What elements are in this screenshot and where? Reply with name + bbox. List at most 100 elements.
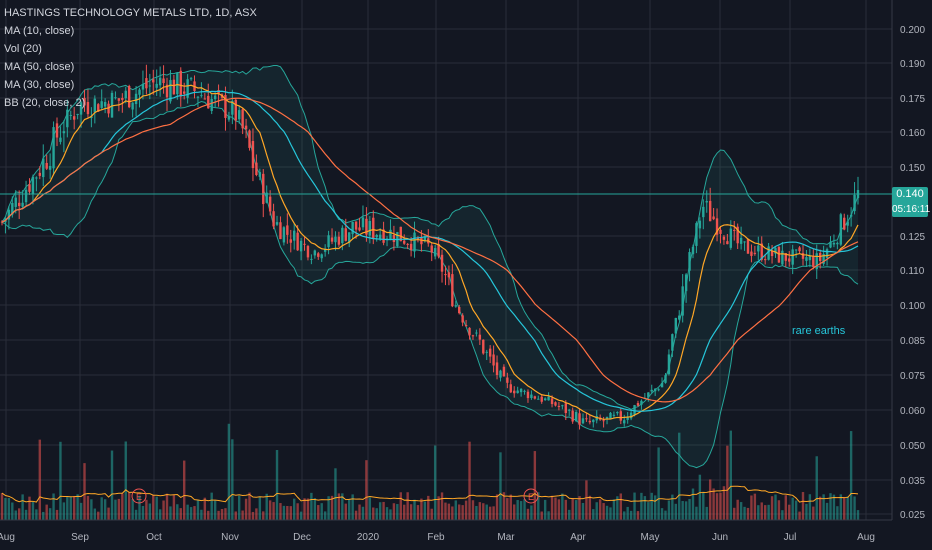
candle-body: [733, 229, 736, 231]
volume-bar: [726, 445, 729, 520]
volume-bar: [598, 499, 602, 520]
volume-bar: [482, 503, 485, 520]
volume-bar: [513, 504, 516, 520]
volume-bar: [461, 505, 464, 520]
candle-body: [323, 248, 327, 252]
volume-bar: [533, 451, 537, 520]
candle-body: [702, 206, 705, 218]
volume-bar: [234, 511, 237, 520]
candle-body: [83, 97, 86, 106]
candle-body: [389, 229, 392, 240]
candle-body: [437, 244, 440, 257]
volume-bar: [781, 510, 784, 520]
volume-bar: [829, 493, 832, 520]
legend-symbol[interactable]: HASTINGS TECHNOLOGY METALS LTD, 1D, ASX: [4, 7, 257, 19]
candle-body: [35, 177, 38, 179]
volume-bar: [519, 501, 523, 520]
candle-body: [310, 258, 313, 260]
volume-bar: [801, 492, 805, 520]
candle-body: [499, 370, 502, 378]
price-axis[interactable]: 0.025 0.035 0.050 0.060 0.075 0.085 0.100 0.110…: [891, 0, 925, 521]
candle-body: [55, 123, 59, 138]
candle-body: [344, 228, 347, 241]
time-tick-label: May: [641, 532, 660, 543]
candle-body: [378, 234, 382, 239]
candle-body: [712, 216, 715, 220]
time-axis[interactable]: Aug Sep Oct Nov Dec 2020 Feb Mar Apr May Jun Jul Aug: [0, 519, 892, 543]
price-tick-label: 0.160: [900, 128, 925, 139]
candle-body: [244, 125, 248, 130]
legend-vol[interactable]: Vol (20): [4, 43, 42, 55]
candle-body: [736, 226, 739, 244]
time-tick-label: Sep: [71, 532, 89, 543]
candle-body: [495, 362, 499, 376]
candle-body: [447, 272, 451, 278]
candle-body: [554, 402, 557, 406]
candle-body: [430, 245, 433, 253]
candle-body: [708, 200, 712, 222]
volume-bar: [413, 499, 416, 520]
candle-body: [134, 93, 138, 105]
volume-bar: [475, 505, 478, 520]
volume-bar: [344, 503, 347, 520]
volume-bar: [354, 510, 358, 520]
volume-bar: [272, 502, 275, 520]
volume-bar: [327, 496, 330, 520]
volume-bar: [626, 506, 629, 520]
volume-bar: [468, 441, 471, 520]
candle-body: [825, 249, 829, 258]
volume-bar: [148, 503, 152, 520]
volume-bar: [152, 495, 155, 520]
time-tick-label: 2020: [357, 532, 380, 543]
candle-body: [69, 114, 72, 116]
volume-bar: [38, 439, 42, 520]
candle-body: [650, 389, 653, 392]
volume-bar: [69, 496, 72, 520]
volume-bar: [653, 495, 657, 520]
volume-bar: [557, 499, 561, 520]
candle-body: [836, 242, 839, 245]
volume-bar: [822, 494, 825, 520]
ma10-line: [1, 83, 859, 421]
price-tick-label: 0.150: [900, 163, 925, 174]
legend-ma10[interactable]: MA (10, close): [4, 25, 75, 37]
volume-bar: [805, 503, 808, 520]
volume-bar: [746, 507, 750, 520]
legend-ma50[interactable]: MA (50, close): [4, 61, 75, 73]
price-tick-label: 0.075: [900, 371, 925, 382]
volume-bar: [818, 496, 822, 520]
volume-bar: [97, 511, 100, 520]
volume-bar: [0, 493, 4, 520]
volume-bar: [262, 511, 265, 520]
legend-bb[interactable]: BB (20, close, 2): [4, 97, 86, 109]
candle-body: [588, 420, 592, 423]
bb-lower: [1, 101, 859, 469]
price-tick-label: 0.200: [900, 25, 925, 36]
candle-body: [561, 405, 564, 407]
candle-body: [282, 227, 286, 243]
volume-bar: [378, 502, 382, 520]
volume-bar: [200, 509, 203, 520]
volume-bar: [671, 494, 674, 520]
legend-ma30[interactable]: MA (30, close): [4, 79, 75, 91]
volume-bar: [90, 499, 93, 520]
candle-body: [42, 158, 45, 178]
candle-body: [660, 383, 664, 388]
volume-bar: [739, 502, 743, 520]
candle-body: [581, 418, 585, 424]
volume-bar: [602, 503, 605, 520]
volume-bar: [213, 500, 217, 520]
candle-body: [853, 194, 856, 212]
volume-bar: [396, 504, 399, 520]
candle-body: [519, 388, 523, 393]
volume-bar: [760, 502, 763, 520]
volume-bar: [227, 423, 231, 520]
volume-bar: [361, 506, 365, 520]
time-tick-label: Dec: [293, 532, 311, 543]
volume-bar: [478, 502, 482, 520]
candle-body: [471, 335, 475, 337]
candle-body: [385, 238, 389, 240]
candle-body: [478, 334, 482, 340]
candle-body: [746, 239, 750, 254]
